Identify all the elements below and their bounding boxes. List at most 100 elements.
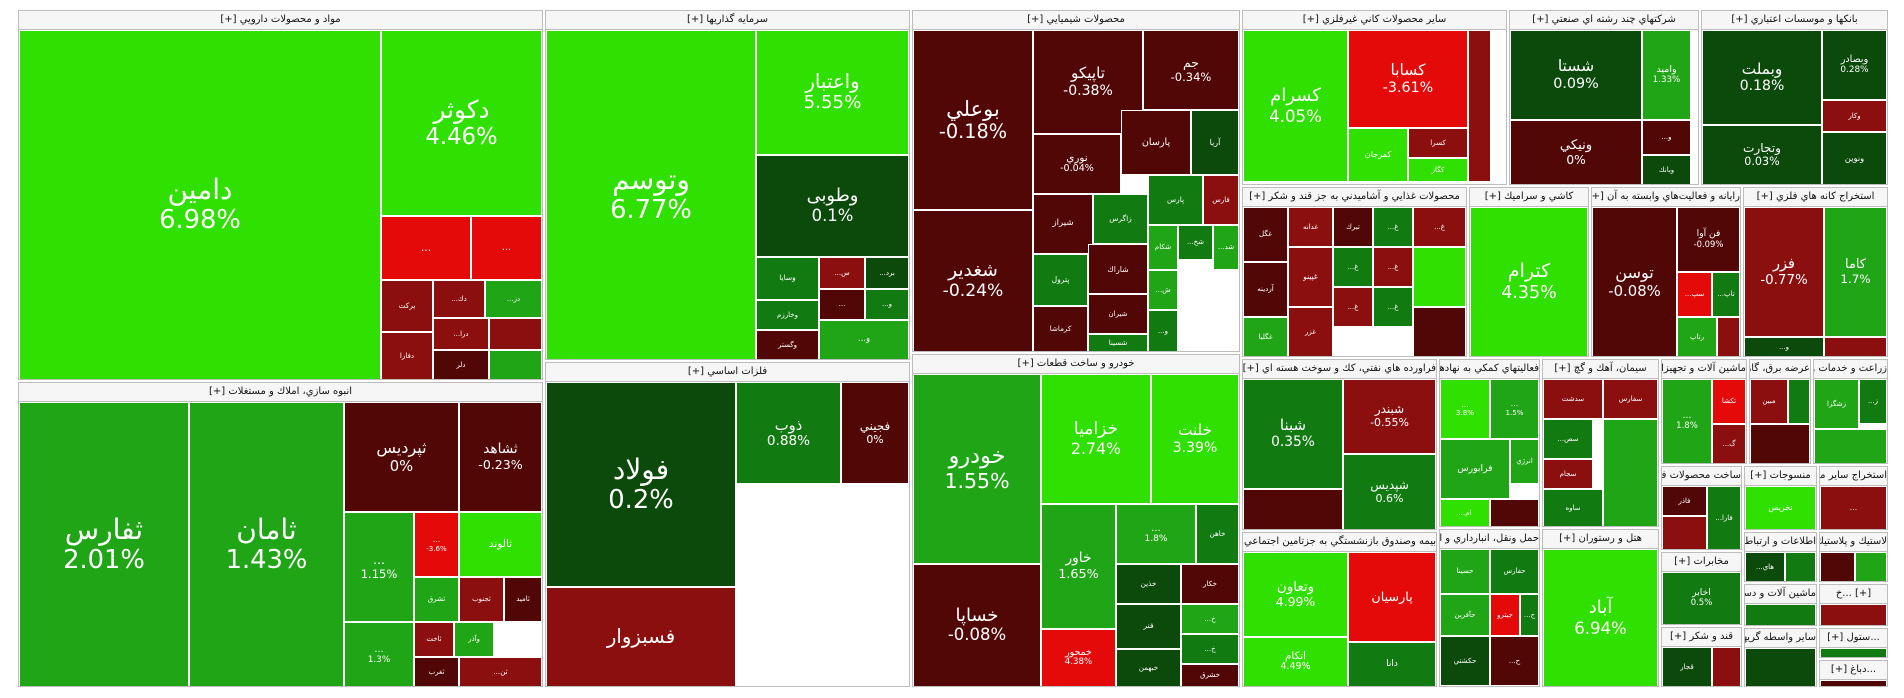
sector-title[interactable]: بانكها و موسسات اعتباري [+]	[1702, 11, 1887, 30]
treemap-cell[interactable]: فارس	[1203, 175, 1239, 225]
sector-title[interactable]: فراورده هاي نفتي، كك و سوخت هسته اي [+].…	[1243, 360, 1436, 379]
treemap-cell[interactable]: پارس	[1148, 175, 1203, 225]
treemap-cell[interactable]: ...ش	[1148, 270, 1178, 310]
treemap-cell[interactable]: شغدير -0.24%	[913, 210, 1033, 351]
treemap-cell[interactable]: شيران	[1088, 294, 1148, 334]
treemap-cell[interactable]: ثاميد	[504, 577, 542, 622]
treemap-cell[interactable]	[1820, 552, 1855, 581]
treemap-cell[interactable]: ...ثن	[459, 657, 542, 686]
treemap-cell[interactable]	[1785, 552, 1816, 581]
sector-title[interactable]: ساير واسطه گريهاي مالي [+]...	[1745, 629, 1816, 648]
treemap-cell[interactable]: غدانه	[1288, 207, 1333, 247]
treemap-cell[interactable]: فن آوا -0.09%	[1677, 207, 1740, 272]
treemap-cell[interactable]: وگستر	[756, 330, 819, 359]
treemap-cell[interactable]: وامید 1.33%	[1642, 30, 1691, 120]
treemap-cell[interactable]: ساوه	[1543, 489, 1603, 526]
treemap-cell[interactable]: زاگرس	[1093, 194, 1148, 244]
treemap-cell[interactable]	[1745, 648, 1816, 686]
treemap-cell[interactable]: غپينو	[1288, 247, 1333, 307]
sector-title[interactable]: محصولات شيميايي [+]	[913, 11, 1239, 30]
treemap-cell[interactable]: ...	[819, 289, 865, 320]
treemap-cell[interactable]	[1490, 499, 1539, 526]
sector-title[interactable]: حمل ونقل، انبارداري و ارتباطات [+]...	[1440, 530, 1539, 549]
treemap-cell[interactable]: ...س	[819, 257, 865, 289]
treemap-cell[interactable]: دلر	[433, 350, 489, 379]
sector-title[interactable]: منسوجات [+]	[1745, 467, 1816, 486]
treemap-cell[interactable]: ...دك	[433, 280, 485, 318]
treemap-cell[interactable]: ثامان 1.43%	[189, 402, 344, 686]
sector-title[interactable]: هتل و رستوران [+]	[1543, 530, 1658, 549]
treemap-cell[interactable]: حآفرين	[1440, 594, 1490, 636]
treemap-cell[interactable]: خزاميا 2.74%	[1041, 374, 1151, 504]
treemap-cell[interactable]: رتاپ	[1677, 317, 1717, 356]
treemap-cell[interactable]: ... 1.5%	[1490, 379, 1539, 439]
sector-title[interactable]: ساخت محصولات فلزي [+]...	[1662, 467, 1741, 486]
treemap-cell[interactable]: ...گ	[1712, 424, 1746, 463]
treemap-cell[interactable]: فرابورس	[1440, 439, 1510, 499]
sector-title[interactable]: لاستيك و پلاستيك [+]...	[1820, 533, 1887, 552]
treemap-cell[interactable]: ...غ	[1373, 247, 1413, 287]
sector-title[interactable]: ساير محصولات كاني غيرفلزي [+]	[1243, 11, 1506, 30]
treemap-cell[interactable]	[1413, 307, 1466, 356]
treemap-cell[interactable]: جيترو	[1490, 594, 1520, 636]
sector-title[interactable]: سرمايه گذاريها [+]	[546, 11, 909, 30]
sector-title[interactable]: استخراج ساير معادن [+]...	[1820, 467, 1887, 486]
treemap-cell[interactable]: ...	[471, 216, 542, 280]
treemap-cell[interactable]: نخريس	[1745, 486, 1816, 529]
treemap-cell[interactable]: ثشرق	[414, 577, 459, 622]
sector-title[interactable]: قند و شكر [+]	[1662, 628, 1741, 647]
treemap-cell[interactable]: مبين	[1750, 379, 1788, 424]
treemap-cell[interactable]: حكشتي	[1440, 636, 1490, 686]
sector-title[interactable]: فعاليتهاي كمكي به نهادهاي مالي واسط [+].…	[1440, 360, 1539, 379]
treemap-cell[interactable]: حسينا	[1440, 549, 1490, 594]
treemap-cell[interactable]: ...و	[1744, 337, 1824, 356]
treemap-cell[interactable]: خاهن	[1196, 504, 1239, 564]
treemap-cell[interactable]: پارسان	[1121, 110, 1191, 175]
treemap-cell[interactable]: وسايا	[756, 257, 819, 300]
sector-title[interactable]: شركتهاي چند رشته اي صنعتي [+]	[1510, 11, 1698, 30]
treemap-cell[interactable]: دانا	[1348, 642, 1436, 686]
treemap-cell[interactable]: دكوثر 4.46%	[381, 30, 542, 216]
treemap-cell[interactable]: ثاخت	[414, 622, 454, 657]
treemap-cell[interactable]: ...تاپ	[1712, 272, 1740, 317]
treemap-cell[interactable]: ...ح	[1520, 594, 1539, 636]
treemap-cell[interactable]: دامين 6.98%	[19, 30, 381, 379]
treemap-cell[interactable]: ونيكي 0%	[1510, 120, 1642, 184]
treemap-cell[interactable]: حفارس	[1490, 549, 1539, 594]
treemap-cell[interactable]: ...ح	[1490, 636, 1539, 686]
sector-title[interactable]: مخابرات [+]	[1662, 553, 1741, 572]
treemap-cell[interactable]	[1717, 317, 1740, 356]
treemap-cell[interactable]: ...سص	[1543, 419, 1593, 459]
treemap-cell[interactable]: اخابر 0.5%	[1662, 572, 1741, 624]
treemap-cell[interactable]: آريا	[1191, 110, 1239, 175]
sector-title[interactable]: كاشي و سراميك [+]	[1470, 188, 1588, 207]
treemap-cell[interactable]: پارسيان	[1348, 552, 1436, 642]
treemap-cell[interactable]: شاراك	[1088, 244, 1148, 294]
treemap-cell[interactable]	[1413, 247, 1466, 307]
treemap-cell[interactable]: وآذر	[454, 622, 494, 657]
treemap-cell[interactable]	[489, 318, 542, 350]
treemap-cell[interactable]: ...برد	[865, 257, 909, 289]
treemap-cell[interactable]: ... 1.8%	[1116, 504, 1196, 564]
treemap-cell[interactable]: ...ز	[1859, 379, 1887, 424]
treemap-cell[interactable]: كترام 4.35%	[1470, 207, 1588, 356]
sector-title[interactable]: فلزات اساسي [+]	[546, 363, 909, 382]
treemap-cell[interactable]: واعتبار 5.55%	[756, 30, 909, 155]
treemap-cell[interactable]: كرماشا	[1033, 306, 1088, 351]
treemap-cell[interactable]: غزر	[1288, 307, 1333, 356]
treemap-cell[interactable]: زشگزا	[1814, 379, 1859, 429]
treemap-cell[interactable]	[1243, 489, 1343, 529]
treemap-cell[interactable]: خبهمن	[1116, 649, 1181, 686]
treemap-cell[interactable]: شيراز	[1033, 194, 1093, 254]
treemap-cell[interactable]	[1468, 30, 1491, 182]
treemap-cell[interactable]: نوري -0.04%	[1033, 134, 1121, 194]
treemap-cell[interactable]: جم -0.34%	[1143, 30, 1239, 110]
sector-title[interactable]: ...دباغ [+]	[1820, 661, 1887, 680]
treemap-cell[interactable]	[1820, 680, 1887, 686]
treemap-cell[interactable]	[1824, 337, 1887, 356]
treemap-cell[interactable]: فاذر	[1662, 486, 1707, 516]
treemap-cell[interactable]	[1814, 429, 1887, 463]
treemap-cell[interactable]: سفارس	[1603, 379, 1658, 419]
sector-title[interactable]: بيمه وصندوق بازنشستگي به جزتامين اجتماعي…	[1243, 533, 1436, 552]
treemap-cell[interactable]: بركت	[381, 280, 433, 332]
